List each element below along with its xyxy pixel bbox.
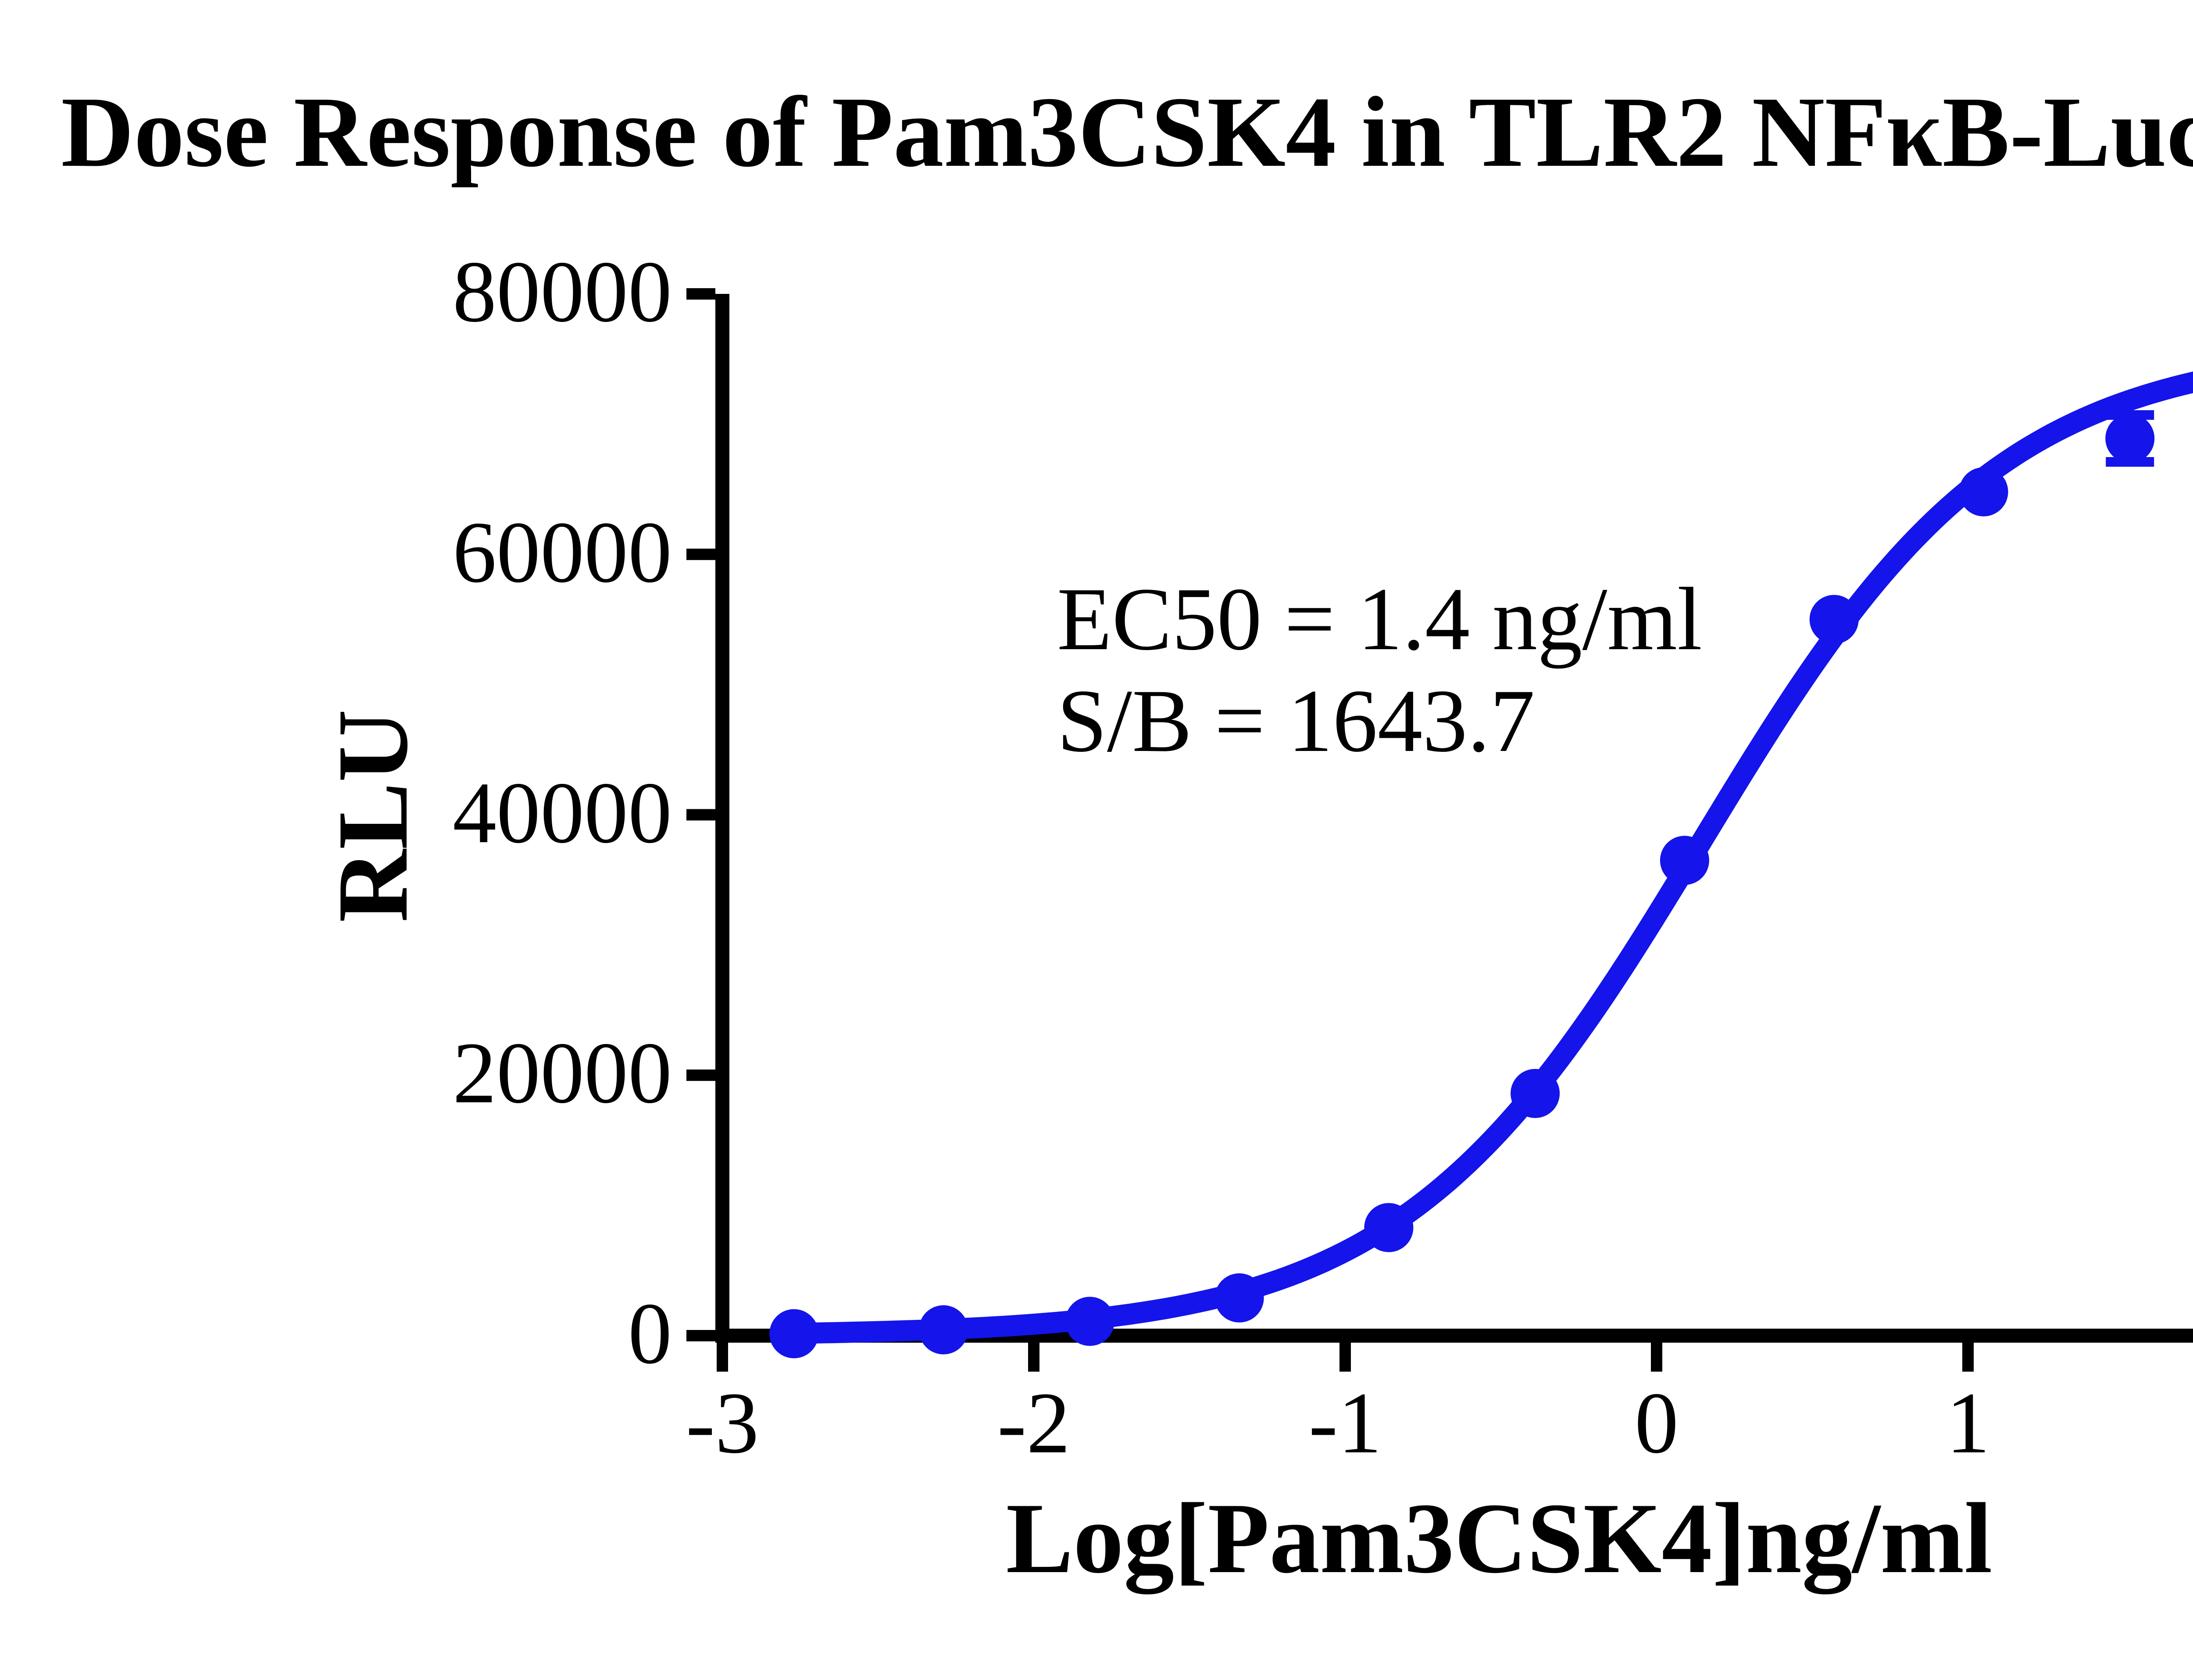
data-point-marker: [1214, 1273, 1264, 1323]
annotation-sb: S/B = 1643.7: [1057, 671, 1535, 771]
x-tick-label: 2: [2170, 1380, 2193, 1467]
data-point-marker: [1660, 836, 1709, 885]
ticks-group: [686, 288, 1974, 1372]
data-point-marker: [2105, 414, 2155, 463]
y-tick-label: 80000: [453, 243, 672, 340]
y-tick-label: 40000: [453, 764, 672, 861]
data-points-group: [769, 414, 2155, 1358]
page-title: Dose Response of Pam3CSK4 in TLR2 NFκB-L…: [61, 76, 2193, 188]
x-tick-label: 1: [1946, 1375, 1990, 1472]
fit-annotation: EC50 = 1.4 ng/ml S/B = 1643.7: [1057, 568, 1702, 772]
data-point-marker: [769, 1309, 819, 1358]
y-tick-label: 0: [628, 1285, 672, 1382]
data-point-marker: [1511, 1069, 1560, 1118]
y-tick-label: 60000: [453, 504, 672, 601]
data-point-marker: [1959, 467, 2008, 517]
x-tick-label: 0: [1635, 1375, 1679, 1472]
data-point-marker: [1065, 1297, 1114, 1346]
annotation-ec50: EC50 = 1.4 ng/ml: [1057, 569, 1702, 669]
data-point-marker: [1809, 595, 1859, 644]
x-axis-title: Log[Pam3CSK4]ng/ml: [1006, 1482, 1993, 1594]
y-tick-label: 20000: [453, 1025, 672, 1122]
x-tick-label: -2: [997, 1375, 1071, 1472]
data-point-marker: [919, 1305, 968, 1355]
x-tick-label: -3: [686, 1375, 759, 1472]
x-tick-label: -1: [1308, 1375, 1382, 1472]
data-point-marker: [1364, 1203, 1414, 1252]
